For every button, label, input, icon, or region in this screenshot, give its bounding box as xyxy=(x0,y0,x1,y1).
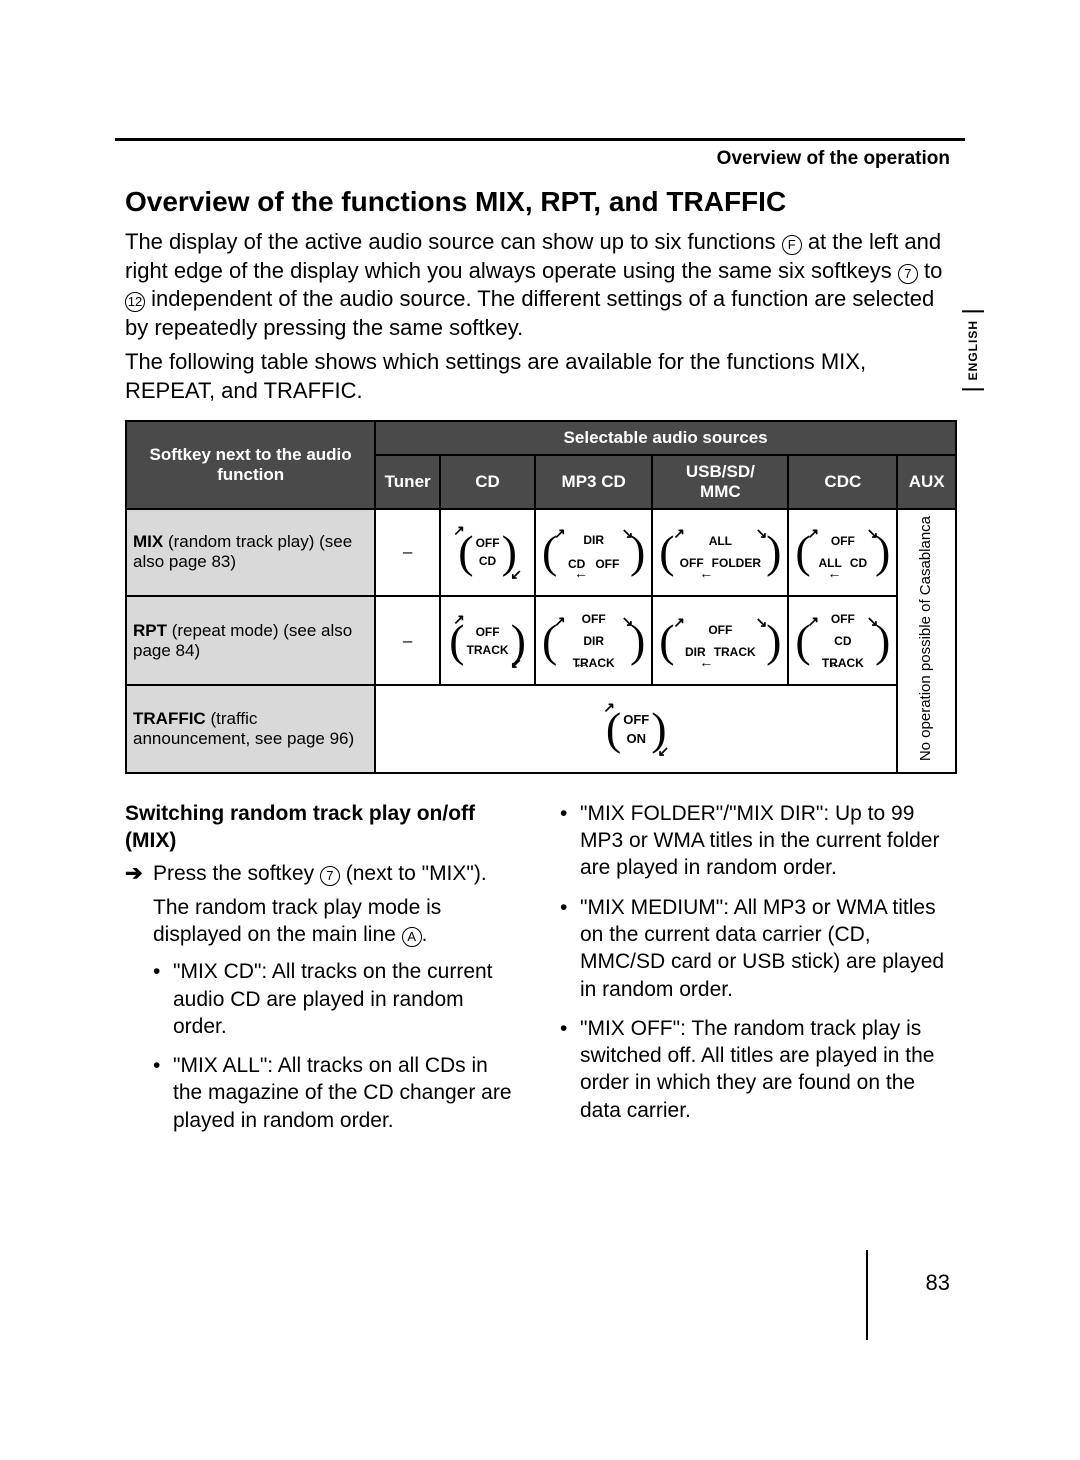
aux-note: No operation possible of Casablanca xyxy=(918,516,935,761)
rpt-cd-cell: ( OFF TRACK ) ↗ ↙ xyxy=(440,596,535,686)
list-item: "MIX CD": All tracks on the current audi… xyxy=(153,958,520,1040)
th-cdc: CDC xyxy=(788,455,897,509)
opt: OFF xyxy=(595,557,619,571)
opt: OFF xyxy=(677,623,764,637)
th-usb: USB/SD/ MMC xyxy=(652,455,788,509)
text: to xyxy=(918,258,942,283)
page-number: 83 xyxy=(926,1270,950,1296)
intro-p2: The following table shows which settings… xyxy=(125,348,955,405)
opt: CD xyxy=(834,634,851,648)
mix-heading: Switching random track play on/off (MIX) xyxy=(125,800,520,855)
rpt-mp3-cell: ( OFF DIR TRACK ) ↘ ← ↗ xyxy=(535,596,652,686)
mix-mp3-cell: ( DIR CD OFF ) ↘ ← ↗ xyxy=(535,509,652,596)
language-tab: ENGLISH xyxy=(962,310,984,390)
th-cd: CD xyxy=(440,455,535,509)
page-content: Overview of the functions MIX, RPT, and … xyxy=(125,180,955,1146)
opt: OFF xyxy=(813,534,873,548)
text: Press the softkey xyxy=(153,862,320,885)
ref-12-icon: 12 xyxy=(125,292,145,312)
text: TRAFFIC xyxy=(133,709,206,728)
opt: CD xyxy=(850,556,867,570)
text: MIX xyxy=(133,532,163,551)
th-group: Selectable audio sources xyxy=(375,421,956,455)
opt: OFF xyxy=(559,612,628,626)
opt: ALL xyxy=(677,534,764,548)
mix-cdc-cell: ( OFF ALL CD ) ↘ ← ↗ xyxy=(788,509,897,596)
list-item: "MIX FOLDER"/"MIX DIR": Up to 99 MP3 or … xyxy=(560,800,955,882)
opt: CD xyxy=(479,554,496,568)
opt: OFF xyxy=(623,712,649,727)
opt: DIR xyxy=(583,634,604,648)
text: . xyxy=(422,923,428,946)
opt: TRACK xyxy=(714,645,756,659)
opt: FOLDER xyxy=(712,556,761,570)
ref-a-icon: A xyxy=(402,927,422,947)
body-columns: Switching random track play on/off (MIX)… xyxy=(125,800,955,1146)
rpt-cdc-cell: ( OFF CD TRACK ) ↘ ← ↗ xyxy=(788,596,897,686)
traffic-cell: ( OFF ON ) ↗ ↙ xyxy=(375,685,897,772)
rpt-tuner: – xyxy=(375,596,440,686)
row-traffic-label: TRAFFIC (traffic announcement, see page … xyxy=(126,685,375,772)
mix-cd-cell: ( OFF CD ) ↗ ↙ xyxy=(440,509,535,596)
top-rule xyxy=(115,138,965,141)
intro-p1: The display of the active audio source c… xyxy=(125,228,955,342)
text: The display of the active audio source c… xyxy=(125,229,782,254)
row-mix-label: MIX (random track play) (see also page 8… xyxy=(126,509,375,596)
aux-note-cell: No operation possible of Casablanca xyxy=(897,509,956,773)
section-header: Overview of the operation xyxy=(717,148,950,170)
page-title: Overview of the functions MIX, RPT, and … xyxy=(125,186,955,218)
opt: ON xyxy=(627,731,647,746)
intro-block: The display of the active audio source c… xyxy=(125,228,955,406)
left-column: Switching random track play on/off (MIX)… xyxy=(125,800,520,1146)
ref-7-icon: 7 xyxy=(320,866,340,886)
text: RPT xyxy=(133,621,167,640)
row-rpt-label: RPT (repeat mode) (see also page 84) xyxy=(126,596,375,686)
opt: OFF xyxy=(813,612,873,626)
functions-table: Softkey next to the audio function Selec… xyxy=(125,420,957,774)
opt: OFF xyxy=(476,625,500,639)
text: (random track play) (see also page 83) xyxy=(133,532,352,571)
arrow-right-icon: ➔ xyxy=(125,860,145,887)
opt: OFF xyxy=(476,536,500,550)
ref-7-icon: 7 xyxy=(898,264,918,284)
mix-tuner: – xyxy=(375,509,440,596)
text: The random track play mode is displayed … xyxy=(153,896,441,946)
right-column: "MIX FOLDER"/"MIX DIR": Up to 99 MP3 or … xyxy=(560,800,955,1146)
text: independent of the audio source. The dif… xyxy=(125,286,934,340)
ref-f-icon: F xyxy=(782,235,802,255)
opt: TRACK xyxy=(467,643,509,657)
th-aux: AUX xyxy=(897,455,956,509)
list-item: "MIX MEDIUM": All MP3 or WMA titles on t… xyxy=(560,894,955,1003)
text: (next to "MIX"). xyxy=(340,862,487,885)
opt: DIR xyxy=(559,533,628,547)
th-mp3: MP3 CD xyxy=(535,455,652,509)
list-item: "MIX OFF": The random track play is swit… xyxy=(560,1015,955,1124)
list-item: "MIX ALL": All tracks on all CDs in the … xyxy=(153,1052,520,1134)
left-bullets: "MIX CD": All tracks on the current audi… xyxy=(153,958,520,1134)
rpt-usb-cell: ( OFF DIR TRACK ) ↘ ← ↗ xyxy=(652,596,788,686)
footer-rule xyxy=(866,1250,868,1340)
th-corner: Softkey next to the audio function xyxy=(126,421,375,509)
right-bullets: "MIX FOLDER"/"MIX DIR": Up to 99 MP3 or … xyxy=(560,800,955,1124)
th-tuner: Tuner xyxy=(375,455,440,509)
step-press: ➔ Press the softkey 7 (next to "MIX"). xyxy=(125,860,520,887)
mix-usb-cell: ( ALL OFF FOLDER ) ↘ ← ↗ xyxy=(652,509,788,596)
result-text: The random track play mode is displayed … xyxy=(153,894,520,949)
